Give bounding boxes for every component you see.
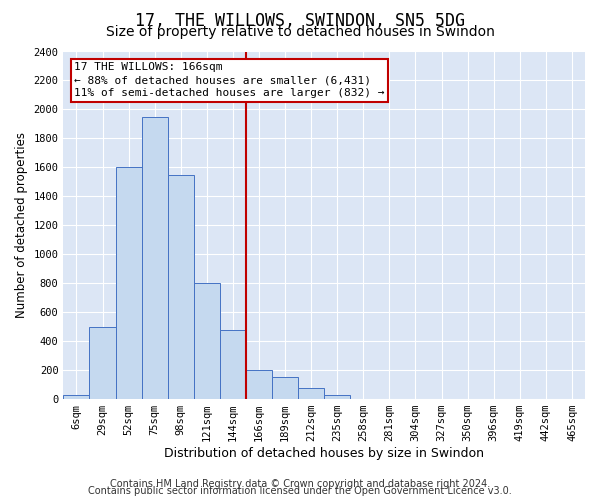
Bar	[168, 174, 194, 399]
Bar	[116, 168, 142, 399]
Bar	[298, 388, 324, 399]
Y-axis label: Number of detached properties: Number of detached properties	[15, 132, 28, 318]
Bar	[324, 394, 350, 399]
Text: 17, THE WILLOWS, SWINDON, SN5 5DG: 17, THE WILLOWS, SWINDON, SN5 5DG	[135, 12, 465, 30]
Bar	[272, 378, 298, 399]
Bar	[64, 394, 89, 399]
Text: Size of property relative to detached houses in Swindon: Size of property relative to detached ho…	[106, 25, 494, 39]
Text: 17 THE WILLOWS: 166sqm
← 88% of detached houses are smaller (6,431)
11% of semi-: 17 THE WILLOWS: 166sqm ← 88% of detached…	[74, 62, 385, 98]
Text: Contains public sector information licensed under the Open Government Licence v3: Contains public sector information licen…	[88, 486, 512, 496]
Text: Contains HM Land Registry data © Crown copyright and database right 2024.: Contains HM Land Registry data © Crown c…	[110, 479, 490, 489]
Bar	[89, 326, 116, 399]
Bar	[220, 330, 246, 399]
Bar	[194, 283, 220, 399]
X-axis label: Distribution of detached houses by size in Swindon: Distribution of detached houses by size …	[164, 447, 484, 460]
Bar	[246, 370, 272, 399]
Bar	[142, 116, 168, 399]
